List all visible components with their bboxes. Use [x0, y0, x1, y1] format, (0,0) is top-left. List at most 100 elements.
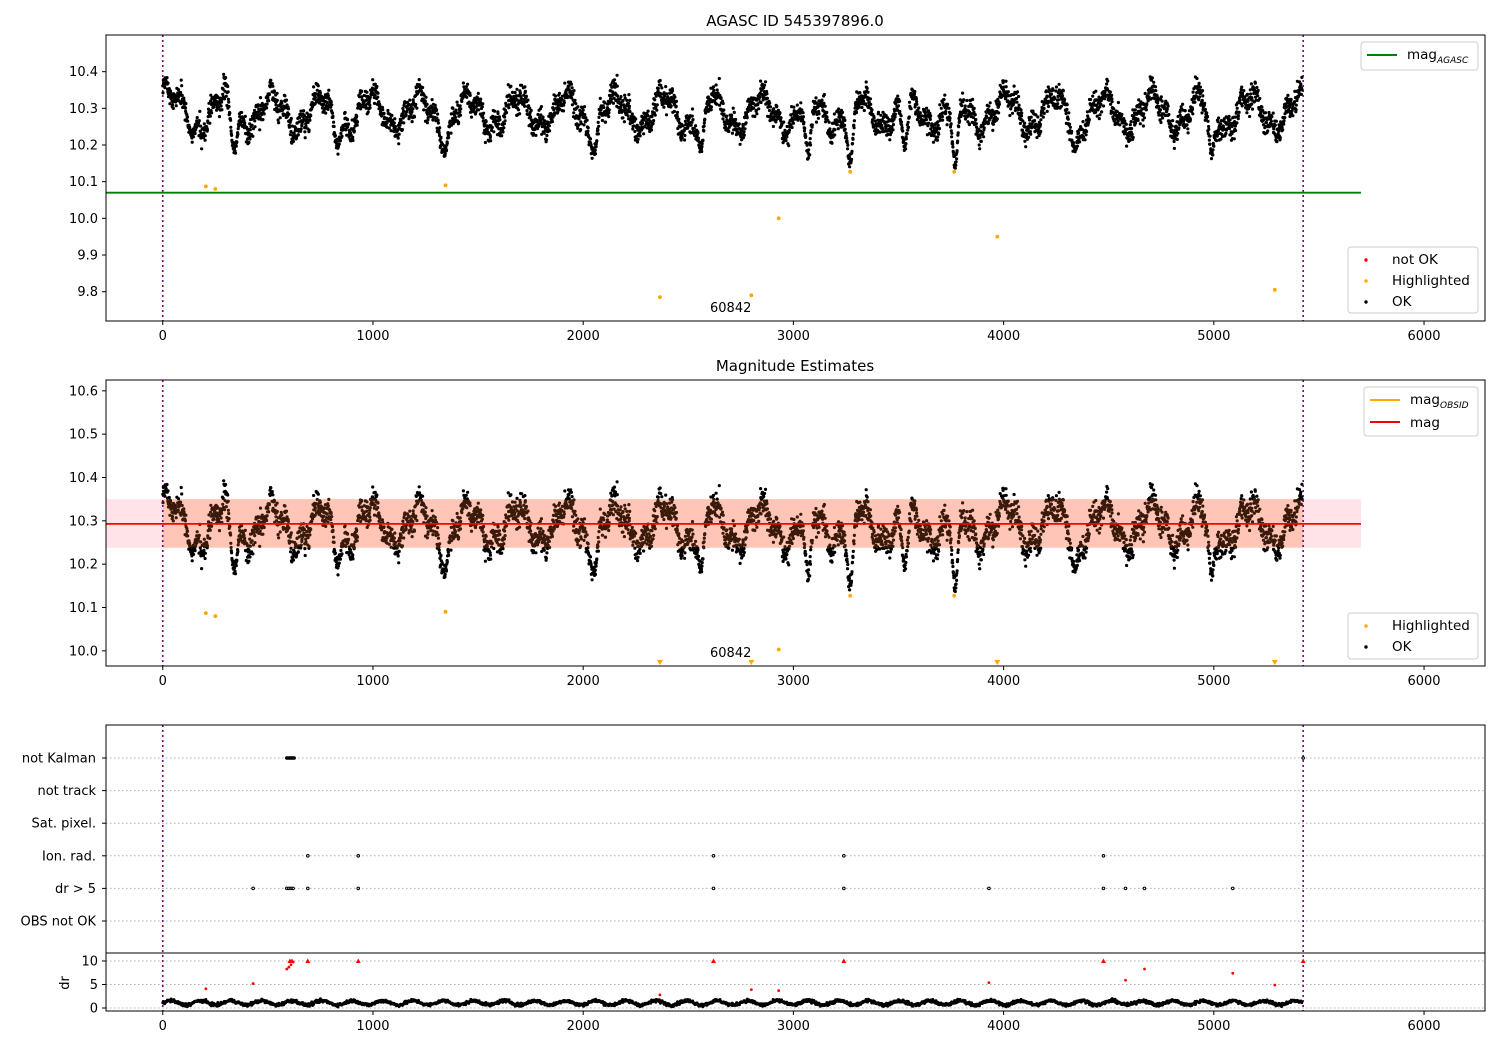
ok-point	[534, 133, 538, 137]
ok-point	[1097, 117, 1101, 121]
ok-point	[229, 541, 233, 545]
ok-point	[904, 142, 908, 146]
ok-point	[865, 86, 869, 90]
ok-point	[1208, 142, 1212, 146]
panel1-legend-lower: not OK Highlighted OK	[1347, 246, 1479, 314]
ok-point	[1061, 89, 1065, 93]
ok-point	[1214, 139, 1219, 143]
ok-point	[1286, 93, 1290, 97]
ok-point	[454, 108, 458, 112]
ok-point	[795, 103, 799, 107]
ok-point	[210, 111, 214, 115]
ok-point	[1012, 101, 1016, 105]
ok-point	[267, 99, 271, 103]
ok-point	[1234, 129, 1238, 133]
ok-point	[180, 93, 184, 97]
ok-point	[227, 104, 231, 109]
ok-point	[852, 126, 856, 130]
ok-point	[946, 102, 950, 106]
ok-point	[202, 122, 206, 126]
ok-point	[411, 107, 415, 111]
ok-point	[1027, 135, 1031, 139]
ok-point	[1249, 92, 1253, 96]
ok-point	[386, 108, 390, 113]
ok-point	[518, 91, 523, 95]
ok-point	[569, 82, 574, 86]
ok-point	[479, 97, 483, 101]
ok-point	[898, 99, 902, 103]
ok-point	[205, 544, 209, 548]
ok-point	[525, 109, 529, 113]
ok-point	[1238, 98, 1242, 102]
ok-point	[1018, 121, 1023, 125]
ok-point	[1045, 94, 1049, 98]
y-tick-label: 10.3	[69, 102, 98, 117]
ok-point	[507, 106, 511, 110]
ok-point	[573, 98, 577, 102]
ok-point	[183, 106, 187, 110]
ok-point	[322, 102, 326, 106]
ok-point	[226, 508, 230, 512]
ok-point	[243, 528, 247, 533]
ok-point	[226, 97, 230, 101]
ok-point	[275, 501, 279, 505]
ok-point	[261, 532, 265, 536]
ok-point	[252, 531, 256, 535]
ok-point	[227, 511, 231, 516]
ok-point	[446, 133, 450, 137]
ok-point	[355, 123, 359, 127]
ok-point	[737, 122, 741, 126]
ok-point	[1112, 107, 1116, 111]
ok-point	[1017, 94, 1021, 99]
ok-point	[928, 117, 932, 121]
ok-point	[1172, 139, 1176, 144]
ok-point	[408, 98, 412, 102]
ok-point	[1153, 85, 1158, 89]
ok-point	[503, 119, 507, 123]
ok-point	[1278, 136, 1282, 140]
ok-point	[338, 139, 342, 143]
ok-point	[541, 115, 545, 119]
ok-point	[925, 106, 929, 110]
ok-point	[243, 121, 247, 125]
ok-point	[1198, 85, 1202, 89]
ok-point	[203, 556, 207, 561]
ok-point	[1150, 76, 1154, 80]
ok-point	[305, 115, 309, 119]
ok-point	[1248, 114, 1252, 119]
ok-point	[258, 115, 262, 119]
ok-point	[1200, 98, 1204, 103]
x-tick-label: 6000	[1407, 329, 1440, 344]
ok-point	[937, 126, 942, 131]
ok-point	[291, 558, 295, 562]
ok-point	[978, 147, 982, 151]
ok-point	[700, 142, 704, 146]
ok-point	[351, 135, 355, 139]
ok-point	[631, 127, 635, 131]
ok-point	[503, 115, 507, 119]
ok-point	[195, 530, 199, 534]
ok-point	[1242, 89, 1246, 93]
ok-point	[396, 136, 400, 140]
ok-point	[312, 85, 316, 89]
ok-point	[636, 137, 640, 141]
ok-point	[1299, 82, 1303, 86]
ok-point	[203, 134, 207, 138]
ok-point	[1267, 110, 1271, 115]
ok-point	[430, 98, 434, 102]
ok-point	[483, 140, 487, 145]
ok-point	[182, 507, 186, 511]
ok-point	[165, 76, 169, 80]
ok-point	[927, 121, 931, 125]
ok-point	[235, 558, 239, 563]
ok-point	[960, 104, 964, 108]
ok-point	[700, 145, 704, 149]
ok-point	[870, 108, 874, 112]
ok-point	[619, 95, 623, 99]
ok-point	[674, 104, 678, 108]
ok-point	[588, 137, 593, 141]
ok-point	[803, 126, 807, 130]
panel1-vlines	[161, 35, 1304, 321]
ok-point	[1122, 125, 1126, 129]
ok-point	[193, 131, 197, 136]
